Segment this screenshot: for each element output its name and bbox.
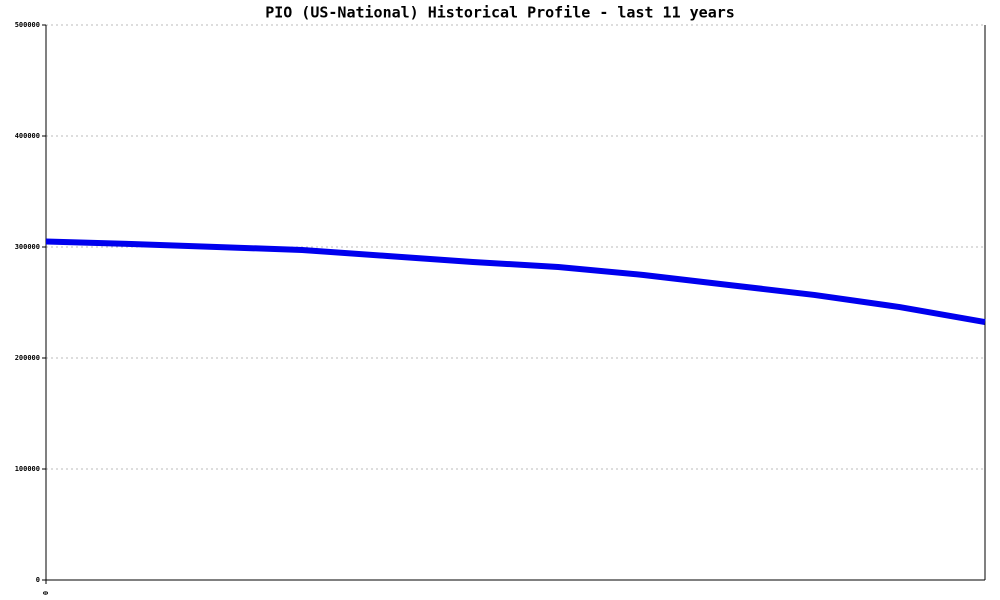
x-tick-label: 0 bbox=[42, 591, 50, 595]
y-tick-label: 100000 bbox=[15, 465, 40, 473]
y-tick-label: 300000 bbox=[15, 243, 40, 251]
y-tick-label: 200000 bbox=[15, 354, 40, 362]
y-tick-label: 0 bbox=[36, 576, 40, 584]
chart-title: PIO (US-National) Historical Profile - l… bbox=[265, 4, 735, 22]
data-line bbox=[45, 238, 986, 325]
y-tick-label: 400000 bbox=[15, 132, 40, 140]
y-tick-label: 500000 bbox=[15, 21, 40, 29]
